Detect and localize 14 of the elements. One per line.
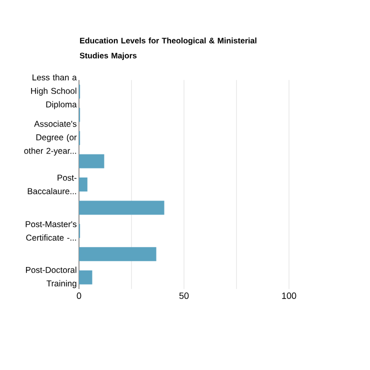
- y-tick-label: Post-Doctoral Training: [26, 266, 76, 288]
- y-tick-label: Associate's Degree (or other 2-year...: [24, 120, 77, 156]
- bar: [79, 247, 156, 262]
- bar: [79, 154, 104, 168]
- x-tick-label: 0: [76, 292, 82, 299]
- x-tick-label: 50: [179, 292, 189, 299]
- y-tick-label: Post-Master's Certificate -...: [26, 221, 76, 241]
- bar: [79, 270, 92, 284]
- bar: [79, 200, 164, 215]
- x-tick-label: 100: [282, 292, 296, 299]
- y-tick-label: Post-Baccalaure...: [28, 174, 76, 194]
- bar: [79, 178, 88, 192]
- chart-title: Education Levels for Theological & Ministerial Studies Majors: [80, 38, 256, 60]
- y-tick-label: Less than a High School Diploma: [31, 74, 77, 110]
